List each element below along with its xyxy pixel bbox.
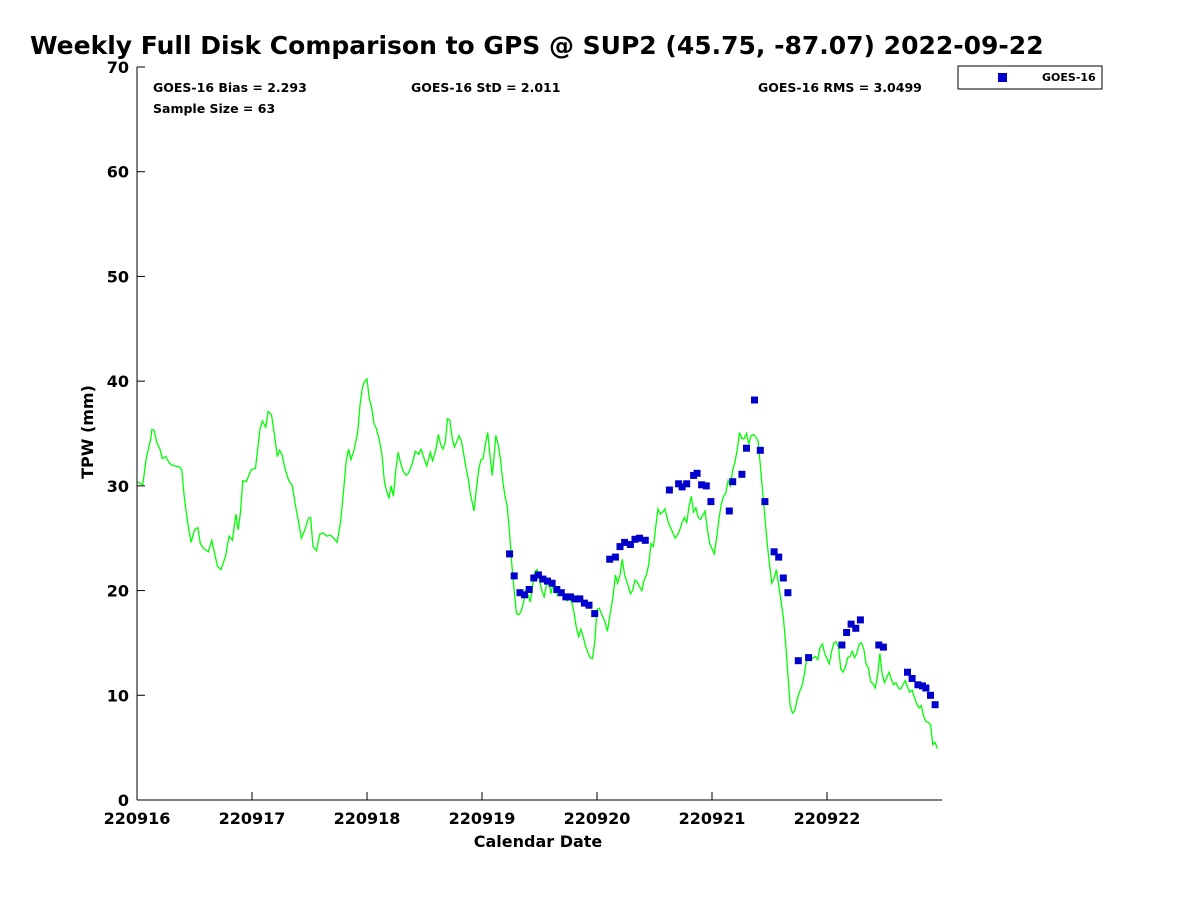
goes16-point xyxy=(875,641,883,649)
goes16-point xyxy=(606,555,614,563)
goes16-point xyxy=(761,498,769,506)
y-tick-label: 20 xyxy=(107,582,129,601)
goes16-point xyxy=(698,481,706,489)
legend-marker-goes16 xyxy=(998,73,1007,82)
goes16-point xyxy=(621,538,629,546)
goes16-point xyxy=(548,579,556,587)
goes16-point xyxy=(879,643,887,651)
goes16-point xyxy=(847,620,855,628)
goes16-point xyxy=(729,478,737,486)
legend-box xyxy=(957,65,1103,90)
goes16-point xyxy=(567,593,574,601)
goes16-point xyxy=(922,684,930,692)
std-stat: GOES-16 StD = 2.011 xyxy=(411,80,560,95)
goes16-point xyxy=(805,654,813,662)
y-tick-label: 70 xyxy=(107,58,129,77)
goes16-point xyxy=(784,589,792,597)
goes16-point xyxy=(641,536,649,544)
goes16-point xyxy=(725,507,733,515)
goes16-point xyxy=(562,593,570,601)
goes16-point xyxy=(751,396,758,404)
goes16-point xyxy=(693,469,701,477)
goes16-point xyxy=(530,574,538,582)
x-axis-label: Calendar Date xyxy=(474,832,603,851)
goes16-point xyxy=(707,498,715,506)
goes16-point xyxy=(591,610,599,618)
goes16-point xyxy=(927,691,934,699)
goes16-point xyxy=(738,470,746,478)
goes16-points xyxy=(506,396,939,709)
gps-series-line xyxy=(136,377,939,749)
plot-frame xyxy=(137,67,942,800)
goes16-point xyxy=(585,601,593,609)
goes16-point xyxy=(683,480,691,488)
sample-size-stat: Sample Size = 63 xyxy=(153,101,275,116)
goes16-point xyxy=(534,571,542,579)
goes16-point xyxy=(557,589,565,597)
goes16-point xyxy=(631,535,639,543)
x-tick-label: 220922 xyxy=(794,809,861,828)
goes16-point xyxy=(702,482,710,490)
goes16-point xyxy=(611,553,619,561)
y-axis-label: TPW (mm) xyxy=(78,385,97,479)
goes16-point xyxy=(678,483,686,491)
axes: 0 10 20 30 40 50 60 70 220916 220917 220918 220919 2… xyxy=(104,58,942,828)
goes16-point xyxy=(770,548,778,556)
bias-stat: GOES-16 Bias = 2.293 xyxy=(153,80,307,95)
y-tick-label: 60 xyxy=(107,163,129,182)
goes16-point xyxy=(516,589,524,597)
legend: GOES-16 xyxy=(957,65,1103,90)
chart-title: Weekly Full Disk Comparison to GPS @ SUP… xyxy=(30,31,1044,60)
goes16-point xyxy=(843,629,851,636)
x-tick-label: 220921 xyxy=(679,809,746,828)
goes16-point xyxy=(636,534,643,542)
goes16-point xyxy=(908,675,916,682)
x-tick-label: 220920 xyxy=(564,809,631,828)
x-tick-label: 220917 xyxy=(219,809,286,828)
goes16-point xyxy=(665,486,673,494)
goes16-point xyxy=(521,591,528,599)
goes16-point xyxy=(553,586,561,593)
goes16-point xyxy=(576,595,584,603)
y-tick-label: 10 xyxy=(107,686,129,705)
goes16-point xyxy=(856,616,864,624)
rms-stat: GOES-16 RMS = 3.0499 xyxy=(758,80,922,95)
goes16-point xyxy=(510,572,518,580)
goes16-point xyxy=(743,444,750,452)
goes16-point xyxy=(539,575,547,583)
y-tick-label: 40 xyxy=(107,372,129,391)
plot-area: 0 10 20 30 40 50 60 70 220916 220917 220918 220919 2… xyxy=(104,58,942,828)
goes16-point xyxy=(794,657,802,665)
goes16-point xyxy=(525,586,533,593)
legend-label-goes16: GOES-16 xyxy=(1042,71,1096,84)
goes16-point xyxy=(580,599,588,607)
x-tick-label: 220919 xyxy=(449,809,516,828)
goes16-point xyxy=(914,681,922,689)
goes16-point xyxy=(756,446,764,454)
x-tick-label: 220918 xyxy=(334,809,401,828)
goes16-point xyxy=(775,553,783,561)
y-tick-label: 30 xyxy=(107,477,129,496)
x-tick-label: 220916 xyxy=(104,809,171,828)
goes16-point xyxy=(838,641,846,649)
goes16-point xyxy=(931,701,939,709)
y-tick-label: 0 xyxy=(118,791,129,810)
goes16-point xyxy=(506,550,514,558)
goes16-point xyxy=(616,543,624,551)
goes16-point xyxy=(904,668,911,676)
goes16-point xyxy=(852,624,860,632)
y-tick-label: 50 xyxy=(107,267,129,286)
goes16-point xyxy=(779,574,787,582)
goes16-point xyxy=(544,577,551,585)
goes16-point xyxy=(571,595,579,603)
goes16-point xyxy=(626,541,634,548)
